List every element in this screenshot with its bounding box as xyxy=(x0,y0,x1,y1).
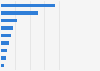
Bar xyxy=(1,57,6,60)
Bar xyxy=(1,41,9,45)
Bar xyxy=(1,49,8,52)
Bar xyxy=(1,64,4,67)
Bar xyxy=(1,4,55,7)
Bar xyxy=(1,19,17,22)
Bar xyxy=(1,11,38,14)
Bar xyxy=(1,26,13,30)
Bar xyxy=(1,34,11,37)
